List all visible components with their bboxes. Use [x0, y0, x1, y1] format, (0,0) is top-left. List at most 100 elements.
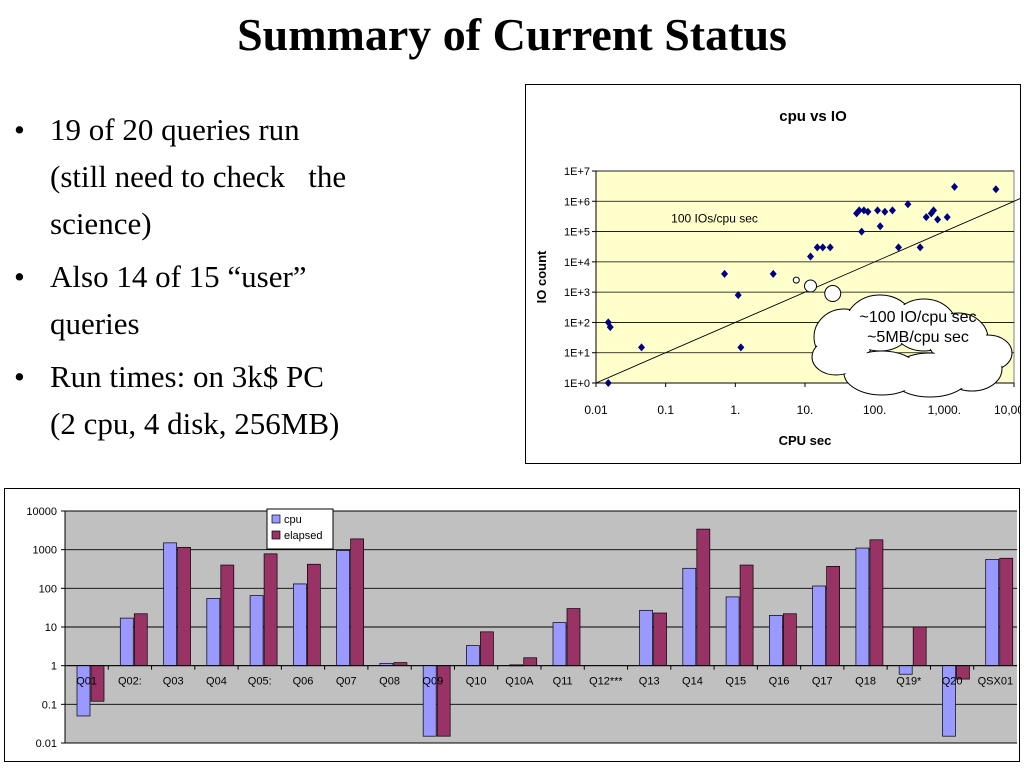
- data-point: [734, 291, 742, 300]
- bar-elapsed: [523, 657, 538, 667]
- y-tick-label: 1E+7: [564, 166, 590, 178]
- x-tick-label: Q01: [76, 676, 97, 688]
- x-tick-label: Q13: [639, 676, 660, 688]
- data-point: [951, 182, 959, 191]
- x-tick-label: Q10: [466, 676, 487, 688]
- x-tick-label: Q07: [336, 676, 357, 688]
- bar-elapsed: [177, 546, 191, 667]
- bar-cpu: [552, 622, 567, 667]
- x-tick-label: Q15: [725, 676, 746, 688]
- data-point: [813, 243, 821, 252]
- y-axis-title: IO count: [534, 250, 549, 303]
- legend-swatch: [271, 530, 281, 540]
- x-tick-label: Q02:: [118, 676, 142, 688]
- page-title: Summary of Current Status: [237, 9, 787, 60]
- callout-bubble: [792, 276, 800, 284]
- data-point: [876, 222, 884, 231]
- data-point: [826, 243, 834, 252]
- reference-line-label: 100 IOs/cpu sec: [671, 212, 758, 226]
- bar-cpu: [898, 665, 913, 675]
- y-tick-label: 100: [39, 583, 57, 595]
- x-tick-label: Q10A: [505, 676, 534, 688]
- bar-elapsed: [480, 631, 494, 667]
- data-point: [916, 243, 924, 252]
- data-point: [819, 243, 827, 252]
- x-tick-label: Q05:: [248, 676, 272, 688]
- x-tick-label: Q18: [855, 676, 876, 688]
- callout-cloud-fill: [813, 340, 859, 374]
- bullet-text-line: (still need to check the: [50, 159, 347, 194]
- data-point: [855, 206, 863, 215]
- bullet-item: • 19 of 20 queries run (still need to ch…: [14, 106, 514, 247]
- data-point: [874, 206, 882, 215]
- y-tick-label: 1: [51, 661, 57, 673]
- legend-label: elapsed: [284, 530, 323, 542]
- callout-text: ~5MB/cpu sec: [867, 329, 969, 346]
- bar-elapsed: [739, 564, 754, 667]
- data-point: [769, 269, 777, 278]
- x-tick-label: 100.: [863, 403, 886, 417]
- bar-cpu: [249, 595, 264, 667]
- bar-elapsed: [566, 608, 581, 667]
- y-tick-label: 1E+4: [564, 257, 590, 269]
- data-point: [604, 379, 612, 387]
- callout-bubble: [804, 279, 818, 293]
- bar-cpu: [769, 615, 783, 667]
- data-point: [864, 207, 872, 216]
- bullet-marker: •: [14, 359, 25, 394]
- scatter-chart: 1E+0 1E+1 1E+2 1E+3 1E+4 1E+5 1E+6 1E+7 0.01 0.1 1…: [525, 84, 1024, 464]
- legend: cpu elapsed: [266, 508, 334, 550]
- bar-cpu: [163, 542, 177, 667]
- bar-cpu: [855, 547, 870, 667]
- callout-cloud: [811, 294, 1013, 398]
- bar-elapsed: [220, 564, 235, 667]
- bullet-item: • Also 14 of 15 “user” queries: [14, 253, 514, 347]
- x-tick-label: Q17: [812, 676, 833, 688]
- x-tick-label: Q19*: [896, 676, 922, 688]
- y-tick-label: 1E+1: [564, 348, 590, 360]
- bar-elapsed: [263, 553, 278, 667]
- x-tick-label: QSX01: [978, 676, 1013, 688]
- bullet-list: • 19 of 20 queries run (still need to ch…: [14, 106, 514, 453]
- data-point: [934, 215, 942, 224]
- bullet-text-line: Also 14 of 15 “user”: [50, 259, 307, 294]
- x-tick-label: Q04: [206, 676, 227, 688]
- bar-cpu: [293, 583, 307, 667]
- x-tick-label: 1.: [730, 403, 740, 417]
- bullet-item: • Run times: on 3k$ PC (2 cpu, 4 disk, 2…: [14, 353, 514, 447]
- y-tick-label: 1E+5: [564, 227, 590, 239]
- y-tick-label: 1E+0: [564, 378, 590, 390]
- bar-elapsed: [999, 557, 1014, 667]
- data-point: [992, 185, 1000, 194]
- data-point: [922, 213, 930, 222]
- bar-cpu: [639, 609, 653, 667]
- bar-cpu: [466, 645, 480, 667]
- data-point: [881, 207, 889, 216]
- bar-chart: 10000 1000 100 10 1 0.1 0.01 Q01 Q02: Q03 Q04 Q05: Q…: [4, 488, 1020, 762]
- bar-elapsed: [133, 613, 148, 667]
- callout-text: ~100 IO/cpu sec: [860, 309, 977, 326]
- x-tick-label: 10,000.: [994, 403, 1020, 417]
- data-point: [858, 227, 866, 236]
- data-point: [606, 323, 614, 332]
- y-tick-label: 1E+2: [564, 317, 590, 329]
- bar-cpu: [812, 585, 826, 667]
- y-tick-label: 10000: [26, 506, 57, 518]
- y-tick-label: 10: [45, 622, 57, 634]
- data-point: [943, 213, 951, 222]
- data-point: [721, 269, 729, 278]
- data-point: [895, 243, 903, 252]
- x-tick-label: Q09: [422, 676, 443, 688]
- x-tick-label: Q11: [553, 676, 573, 688]
- callout-bubble: [824, 285, 842, 303]
- legend-label: cpu: [284, 514, 302, 526]
- x-tick-label: Q06: [293, 676, 314, 688]
- x-axis-title: CPU sec: [779, 433, 832, 448]
- bar-cpu: [206, 598, 221, 667]
- bar-cpu: [119, 617, 134, 667]
- bar-cpu: [336, 550, 350, 667]
- x-tick-label: Q12***: [589, 676, 623, 688]
- y-tick-label: 1E+3: [564, 287, 590, 299]
- bullet-marker: •: [14, 112, 25, 147]
- data-point: [737, 343, 745, 352]
